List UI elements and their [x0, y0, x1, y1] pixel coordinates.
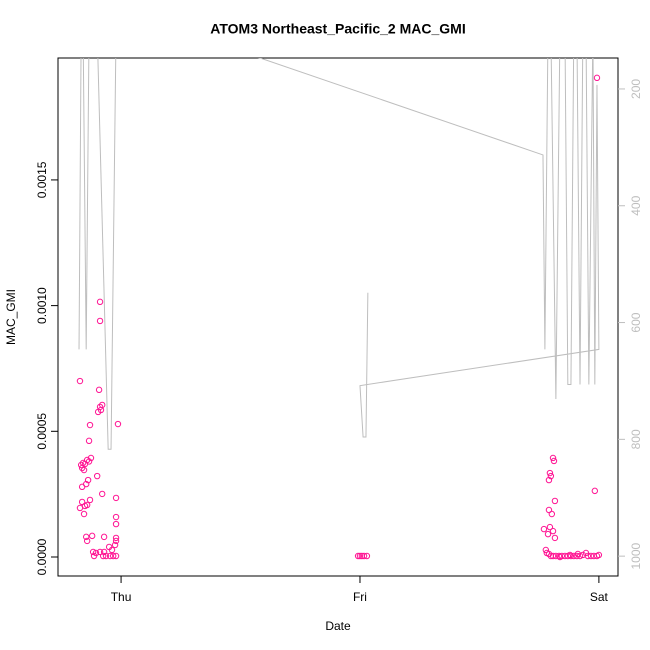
- data-point: [550, 457, 558, 465]
- chart-title: ATOM3 Northeast_Pacific_2 MAC_GMI: [210, 21, 465, 37]
- data-point: [546, 469, 554, 477]
- data-point: [542, 546, 550, 554]
- data-point: [106, 552, 114, 560]
- x-tick-label: Thu: [111, 590, 132, 604]
- data-point: [595, 551, 603, 559]
- data-point: [89, 548, 97, 556]
- data-point: [549, 527, 557, 535]
- data-point: [92, 549, 100, 557]
- data-point: [593, 74, 601, 82]
- data-point: [100, 533, 108, 541]
- data-point: [85, 458, 93, 465]
- y-tick-label: 0.0015: [35, 161, 49, 198]
- data-point: [99, 552, 107, 560]
- data-point: [591, 487, 599, 495]
- y2-tick-label: 600: [629, 312, 643, 332]
- data-point: [548, 510, 556, 518]
- data-point: [354, 552, 362, 560]
- data-point: [95, 386, 103, 394]
- data-point: [82, 533, 90, 541]
- data-point: [86, 496, 94, 504]
- data-point: [356, 552, 364, 560]
- data-point: [84, 476, 92, 484]
- data-point: [112, 494, 120, 502]
- altitude-line: [78, 58, 600, 450]
- data-point: [546, 523, 554, 531]
- y2-tick-label: 200: [629, 79, 643, 99]
- data-point: [80, 510, 88, 518]
- data-point: [86, 421, 94, 429]
- data-point: [98, 490, 106, 498]
- data-point: [108, 546, 116, 554]
- data-point: [93, 472, 101, 480]
- data-point: [551, 534, 559, 542]
- data-point: [549, 454, 557, 462]
- data-point: [552, 552, 560, 560]
- data-point: [567, 552, 575, 560]
- y-axis-label: MAC_GMI: [4, 289, 18, 345]
- data-point: [76, 377, 84, 385]
- data-point: [544, 530, 552, 538]
- data-point: [555, 552, 563, 560]
- data-point: [566, 551, 574, 559]
- y2-tick-label: 800: [629, 429, 643, 449]
- x-tick-label: Fri: [353, 590, 367, 604]
- data-point: [96, 548, 104, 556]
- data-point: [549, 552, 557, 560]
- data-point: [545, 476, 553, 484]
- data-point: [96, 298, 104, 306]
- data-point: [112, 552, 120, 560]
- data-point: [540, 525, 548, 533]
- data-point: [574, 550, 582, 558]
- data-point: [77, 461, 85, 469]
- data-point: [97, 406, 105, 414]
- data-point: [363, 552, 371, 560]
- data-point: [83, 501, 91, 509]
- y2-tick-label: 1000: [629, 542, 643, 569]
- data-point: [111, 541, 119, 549]
- data-point: [112, 513, 120, 521]
- data-point: [87, 454, 95, 462]
- y2-tick-label: 400: [629, 195, 643, 215]
- data-point: [85, 437, 93, 445]
- data-point: [112, 534, 120, 542]
- x-tick-label: Sat: [590, 590, 609, 604]
- plot-frame: [57, 57, 619, 577]
- data-point: [96, 317, 104, 325]
- plot-area: [76, 58, 603, 561]
- data-point: [112, 520, 120, 528]
- x-axis-label: Date: [325, 619, 351, 633]
- data-point: [109, 552, 117, 560]
- data-point: [584, 552, 592, 560]
- data-point: [102, 552, 110, 560]
- data-point: [80, 466, 88, 474]
- data-point: [114, 420, 122, 428]
- data-point: [551, 497, 559, 505]
- data-point: [88, 532, 96, 540]
- y-tick-label: 0.0000: [35, 538, 49, 575]
- data-point: [83, 537, 91, 545]
- data-point: [556, 553, 564, 561]
- data-point: [587, 552, 595, 560]
- data-point: [360, 552, 368, 560]
- y-tick-label: 0.0005: [35, 413, 49, 450]
- data-point: [112, 537, 120, 545]
- y-tick-label: 0.0010: [35, 287, 49, 324]
